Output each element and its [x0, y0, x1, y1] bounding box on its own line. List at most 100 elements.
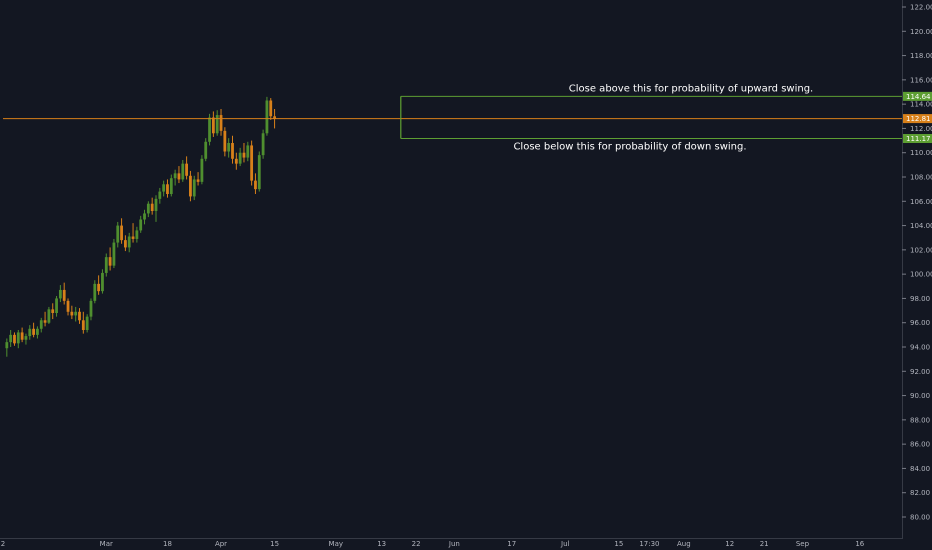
- y-tick-label: 110.00: [910, 149, 932, 157]
- candle-8: [36, 326, 39, 339]
- candle-23: [93, 280, 97, 304]
- candle-4: [20, 327, 24, 343]
- price-axis[interactable]: 80.00 82.00 84.00 86.00 88.00 90.00 92.00 94.00…: [902, 4, 932, 522]
- candle-11: [47, 306, 51, 324]
- levels-layer: 114.64 Close above this for probability o…: [3, 83, 932, 153]
- y-tick-label: 116.00: [910, 76, 932, 84]
- candle-42: [166, 179, 169, 198]
- candle-35: [139, 215, 143, 233]
- candle-41: [162, 180, 166, 197]
- candle-body: [169, 178, 173, 194]
- x-tick-label: 15: [270, 540, 279, 548]
- x-tick-label: 22: [412, 540, 421, 548]
- x-tick-label: 17: [507, 540, 516, 548]
- time-axis[interactable]: 2 Mar 18 Apr 15 May 13 22 Jun 17 Jul 15 17:30 Aug 12 21…: [1, 540, 865, 548]
- y-tick-label: 88.00: [910, 416, 930, 424]
- candle-31: [124, 235, 127, 252]
- candle-52: [204, 138, 208, 162]
- candle-body: [32, 328, 35, 335]
- y-tick-label: 92.00: [910, 368, 930, 376]
- candle-body: [93, 283, 97, 301]
- candle-26: [104, 253, 108, 277]
- candle-17: [70, 305, 74, 320]
- candle-body: [81, 320, 85, 330]
- candle-39: [154, 195, 158, 222]
- candle-24: [97, 275, 101, 295]
- candle-43: [169, 174, 173, 197]
- candle-body: [189, 175, 192, 197]
- candle-body: [162, 184, 166, 192]
- level-price-label: 114.64: [906, 93, 931, 101]
- candle-body: [231, 143, 234, 159]
- y-tick-label: 86.00: [910, 441, 930, 449]
- candle-22: [89, 298, 93, 321]
- candle-body: [36, 328, 39, 335]
- candle-40: [158, 187, 162, 204]
- candle-body: [242, 152, 246, 158]
- candle-body: [112, 242, 116, 266]
- candle-body: [234, 158, 238, 164]
- candle-16: [66, 298, 70, 316]
- candle-64: [250, 140, 254, 186]
- candle-69: [269, 98, 273, 120]
- y-tick-label: 94.00: [910, 344, 930, 352]
- level-price-label: 112.81: [906, 115, 931, 123]
- candle-body: [62, 289, 66, 301]
- candle-body: [219, 115, 223, 131]
- candle-body: [39, 320, 43, 329]
- candle-body: [196, 179, 200, 182]
- y-tick-label: 96.00: [910, 319, 930, 327]
- candle-18: [74, 306, 78, 322]
- candle-body: [43, 320, 47, 323]
- candle-56: [219, 109, 223, 136]
- x-tick-label: May: [329, 540, 343, 548]
- y-tick-label: 112.00: [910, 125, 932, 133]
- candle-28: [112, 238, 116, 269]
- candle-body: [211, 117, 215, 134]
- candle-45: [177, 166, 181, 184]
- candle-body: [55, 298, 58, 313]
- candle-19: [78, 308, 81, 324]
- candle-body: [66, 300, 70, 312]
- candle-body: [223, 130, 227, 152]
- candle-10: [43, 311, 47, 327]
- x-tick-label: 12: [725, 540, 734, 548]
- x-tick-label: 15: [614, 540, 623, 548]
- candle-body: [116, 225, 120, 243]
- candle-65: [254, 173, 257, 194]
- candle-48: [189, 170, 192, 202]
- x-tick-label: Sep: [796, 540, 810, 548]
- y-tick-label: 106.00: [910, 198, 932, 206]
- candle-36: [143, 209, 146, 225]
- candle-15: [62, 282, 66, 305]
- candle-body: [139, 219, 143, 231]
- x-tick-label: 16: [855, 540, 864, 548]
- candle-62: [242, 143, 246, 163]
- candle-67: [261, 129, 265, 159]
- x-tick-label: 17:30: [639, 540, 659, 548]
- candle-body: [85, 316, 89, 330]
- candle-14: [58, 285, 62, 303]
- candle-63: [246, 141, 250, 162]
- y-tick-label: 84.00: [910, 465, 930, 473]
- candle-44: [173, 169, 177, 186]
- candle-body: [250, 145, 254, 181]
- candle-body: [131, 236, 135, 239]
- candle-body: [120, 225, 123, 241]
- candle-body: [265, 100, 269, 134]
- candle-body: [70, 311, 74, 316]
- y-tick-label: 122.00: [910, 4, 932, 12]
- candle-body: [16, 332, 20, 344]
- x-tick-label: 13: [377, 540, 386, 548]
- candle-9: [39, 317, 43, 333]
- candle-body: [158, 191, 162, 199]
- candle-body: [51, 309, 55, 313]
- candle-body: [246, 145, 250, 158]
- candle-61: [238, 147, 242, 167]
- candle-6: [28, 325, 32, 340]
- candle-body: [58, 289, 62, 299]
- candle-0: [5, 338, 9, 357]
- candle-25: [101, 269, 104, 294]
- candle-body: [204, 141, 208, 159]
